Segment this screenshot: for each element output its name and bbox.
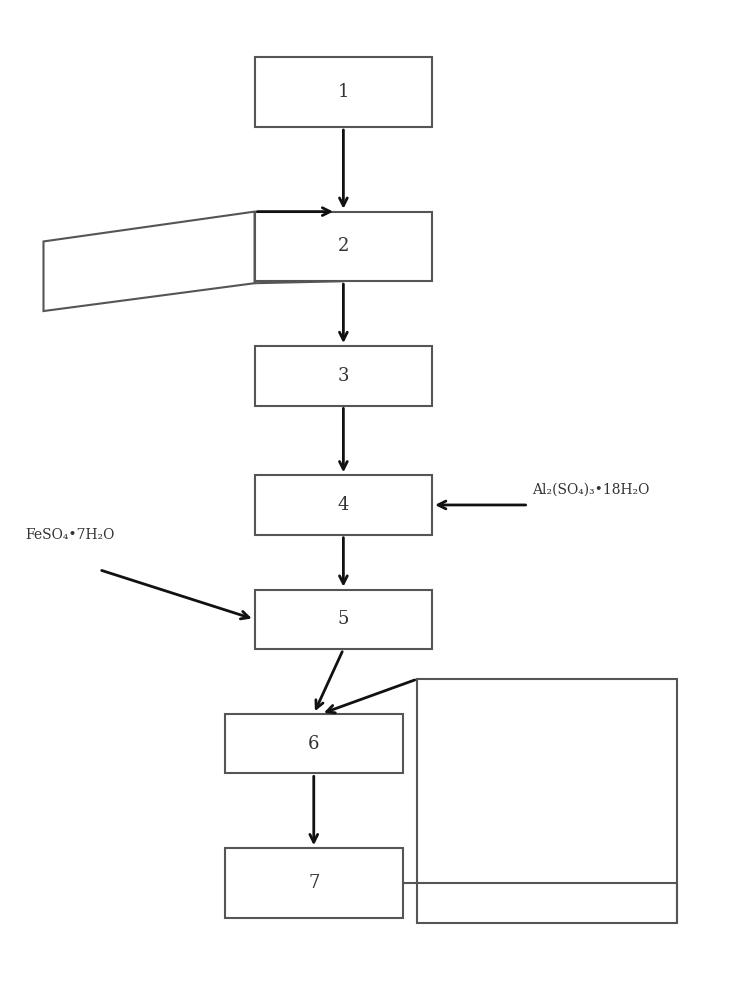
Text: 2: 2 <box>338 237 349 255</box>
Text: 1: 1 <box>338 83 349 101</box>
Text: 4: 4 <box>338 496 349 514</box>
Text: 7: 7 <box>308 874 319 892</box>
Polygon shape <box>43 212 254 311</box>
Text: 3: 3 <box>338 367 349 385</box>
Bar <box>254 346 432 406</box>
Text: Al₂(SO₄)₃•18H₂O: Al₂(SO₄)₃•18H₂O <box>532 483 650 497</box>
Bar <box>254 57 432 127</box>
Bar <box>254 475 432 535</box>
Text: FeSO₄•7H₂O: FeSO₄•7H₂O <box>25 528 114 542</box>
Bar <box>254 212 432 281</box>
Bar <box>225 714 403 773</box>
Bar <box>225 848 403 918</box>
Text: 5: 5 <box>338 610 349 628</box>
Bar <box>418 679 677 923</box>
Bar <box>254 589 432 649</box>
Text: 6: 6 <box>308 735 319 753</box>
